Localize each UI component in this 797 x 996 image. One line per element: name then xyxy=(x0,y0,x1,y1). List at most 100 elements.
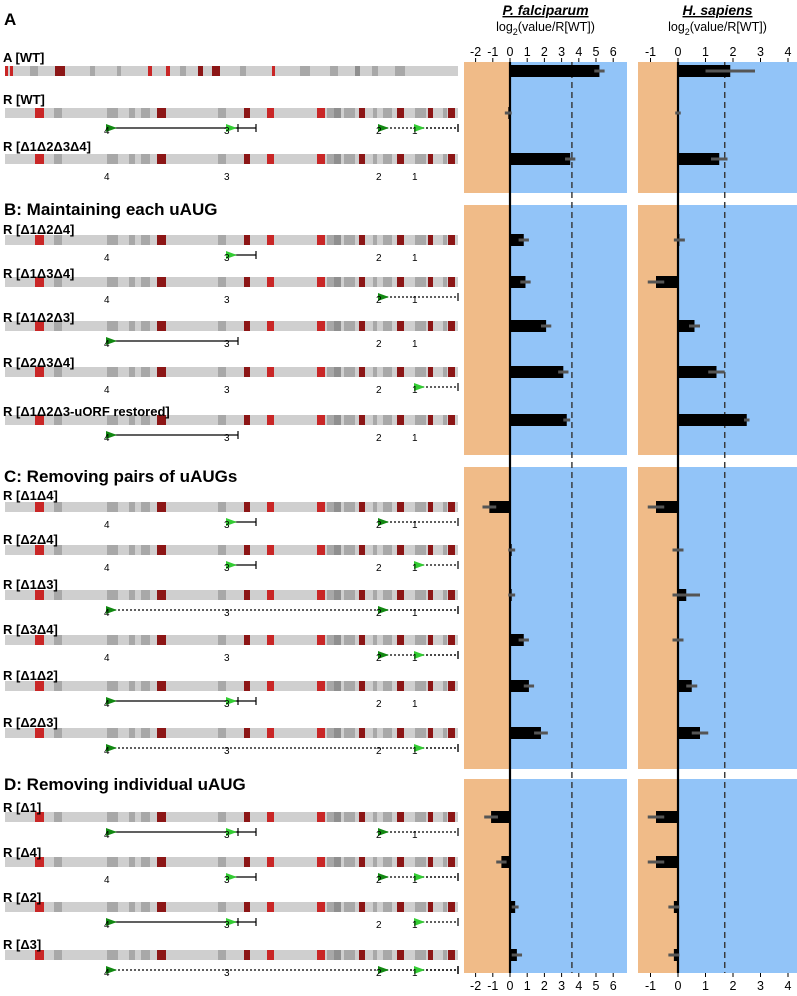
tick-label: -2 xyxy=(470,45,481,59)
sequence-stripe xyxy=(107,154,118,164)
sequence-stripe xyxy=(334,681,341,691)
sequence-stripe xyxy=(35,590,44,600)
sequence-stripe xyxy=(244,590,250,600)
sequence-stripe xyxy=(244,857,250,867)
sequence-stripe xyxy=(373,235,377,245)
sequence-stripe xyxy=(344,415,355,425)
sequence-stripe xyxy=(272,66,275,76)
sequence-stripe xyxy=(327,367,334,377)
uaug-number: 2 xyxy=(376,746,382,757)
uaug-number: 1 xyxy=(412,653,418,664)
tick-label: -1 xyxy=(645,979,656,993)
sequence-stripe xyxy=(428,502,433,512)
start-codon xyxy=(414,966,425,974)
sequence-stripe xyxy=(443,235,447,245)
bar xyxy=(491,811,510,823)
section-header: A xyxy=(4,10,16,29)
sequence-stripe xyxy=(317,681,325,691)
sequence-stripe xyxy=(428,235,433,245)
sequence-stripe xyxy=(373,728,377,738)
sequence-stripe xyxy=(344,902,355,912)
sequence-track xyxy=(5,321,458,331)
tick-label: 0 xyxy=(507,45,514,59)
start-codon xyxy=(414,561,425,569)
sequence-stripe xyxy=(317,590,325,600)
sequence-stripe xyxy=(218,321,226,331)
sequence-stripe xyxy=(218,857,226,867)
sequence-stripe xyxy=(415,545,426,555)
section-divider xyxy=(464,455,627,467)
sequence-stripe xyxy=(344,681,355,691)
tick-label: 3 xyxy=(558,979,565,993)
section-header: B: Maintaining each uAUG xyxy=(4,200,217,219)
construct-label: R [Δ1] xyxy=(3,800,41,815)
tick-label: 2 xyxy=(730,979,737,993)
sequence-stripe xyxy=(359,321,365,331)
sequence-stripe xyxy=(334,415,341,425)
tick-label: 1 xyxy=(702,45,709,59)
start-codon xyxy=(378,966,389,974)
construct-label: R [Δ1Δ2Δ3-uORF restored] xyxy=(3,404,170,419)
sequence-stripe xyxy=(129,108,135,118)
sequence-stripe xyxy=(54,857,62,867)
start-codon xyxy=(226,561,237,569)
start-codon xyxy=(414,918,425,926)
sequence-stripe xyxy=(415,812,426,822)
uaug-number: 2 xyxy=(376,699,382,710)
start-codon xyxy=(226,918,237,926)
tick-label: 0 xyxy=(675,979,682,993)
sequence-stripe xyxy=(428,590,433,600)
sequence-stripe xyxy=(428,857,433,867)
sequence-stripe xyxy=(448,108,455,118)
sequence-stripe xyxy=(334,108,341,118)
sequence-stripe xyxy=(157,154,166,164)
start-codon xyxy=(378,651,389,659)
uaug-number: 1 xyxy=(412,920,418,931)
sequence-stripe xyxy=(35,812,44,822)
sequence-stripe xyxy=(448,681,455,691)
sequence-stripe xyxy=(129,857,135,867)
sequence-stripe xyxy=(344,728,355,738)
uaug-number: 4 xyxy=(104,253,110,264)
bar xyxy=(656,276,678,288)
uaug-number: 3 xyxy=(224,339,230,350)
start-codon xyxy=(378,828,389,836)
sequence-stripe xyxy=(373,902,377,912)
sequence-stripe xyxy=(35,108,44,118)
sequence-stripe xyxy=(373,812,377,822)
sequence-stripe xyxy=(35,857,44,867)
uaug-number: 1 xyxy=(412,385,418,396)
sequence-stripe xyxy=(373,321,377,331)
sequence-stripe xyxy=(334,367,341,377)
sequence-stripe xyxy=(428,635,433,645)
uaug-number: 1 xyxy=(412,830,418,841)
bar xyxy=(510,234,524,246)
sequence-stripe xyxy=(244,902,250,912)
sequence-stripe xyxy=(344,545,355,555)
sequence-stripe xyxy=(397,728,404,738)
tick-label: 2 xyxy=(730,45,737,59)
sequence-stripe xyxy=(383,321,392,331)
sequence-stripe xyxy=(218,812,226,822)
sequence-stripe xyxy=(373,415,377,425)
uaug-number: 3 xyxy=(224,253,230,264)
sequence-stripe xyxy=(448,590,455,600)
sequence-stripe xyxy=(448,902,455,912)
sequence-stripe xyxy=(129,367,135,377)
tick-label: 2 xyxy=(541,45,548,59)
sequence-stripe xyxy=(107,857,118,867)
sequence-stripe xyxy=(218,902,226,912)
sequence-stripe xyxy=(428,415,433,425)
sequence-stripe xyxy=(428,321,433,331)
sequence-stripe xyxy=(10,66,13,76)
sequence-stripe xyxy=(344,635,355,645)
sequence-stripe xyxy=(54,367,62,377)
sequence-stripe xyxy=(415,154,426,164)
uaug-number: 2 xyxy=(376,875,382,886)
sequence-stripe xyxy=(35,681,44,691)
uaug-number: 2 xyxy=(376,295,382,306)
sequence-stripe xyxy=(448,154,455,164)
sequence-stripe xyxy=(244,277,250,287)
sequence-stripe xyxy=(317,108,325,118)
row-labels: A B: Maintaining each uAUG C: Removing pai… xyxy=(3,10,246,952)
